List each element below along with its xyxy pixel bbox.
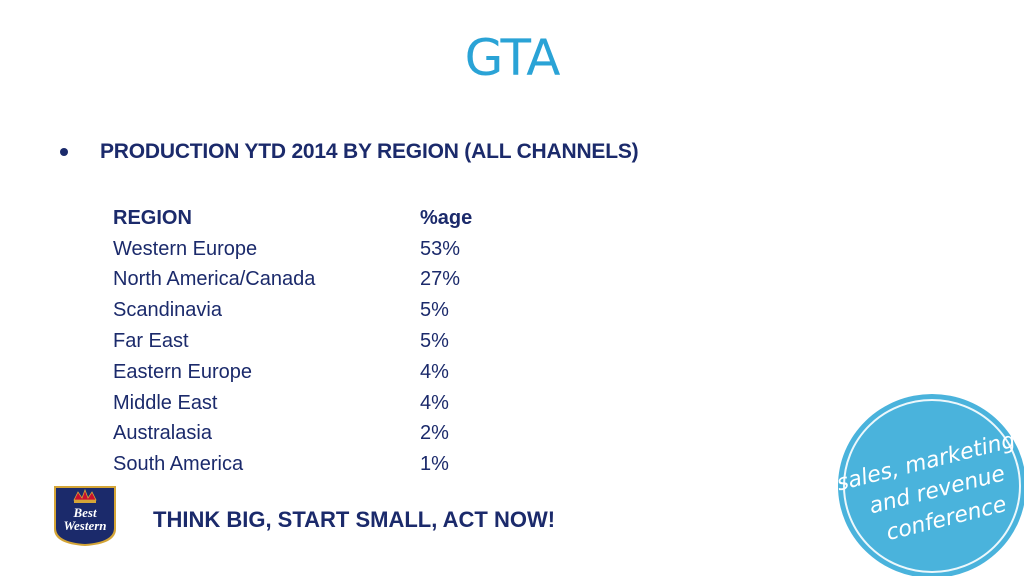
- table-row: Australasia 2%: [113, 419, 533, 450]
- logo-line2: Western: [63, 518, 106, 533]
- region-name: North America/Canada: [113, 268, 316, 291]
- slide-title: GTA: [464, 29, 561, 87]
- region-name: Western Europe: [113, 237, 258, 260]
- table-row: Eastern Europe 4%: [113, 357, 533, 388]
- region-name: Australasia: [113, 422, 212, 445]
- region-name: Far East: [113, 330, 189, 353]
- table-row: Middle East 4%: [113, 388, 533, 419]
- conference-badge: sales, marketing and revenue conference: [834, 394, 1024, 576]
- table-row: Western Europe 53%: [113, 234, 533, 265]
- bullet-point: PRODUCTION YTD 2014 BY REGION (ALL CHANN…: [60, 138, 639, 166]
- table-row: South America 1%: [113, 449, 533, 480]
- region-percentage: 1%: [420, 453, 449, 476]
- table-row: Far East 5%: [113, 326, 533, 357]
- region-table: REGION %age Western Europe 53% North Ame…: [113, 203, 533, 480]
- logo-line1: Best: [72, 505, 97, 520]
- header-percentage: %age: [420, 206, 473, 229]
- region-percentage: 4%: [420, 360, 449, 383]
- header-region: REGION: [113, 206, 192, 229]
- region-percentage: 2%: [420, 422, 449, 445]
- best-western-logo: Best Western: [54, 486, 116, 546]
- region-name: Middle East: [113, 391, 218, 414]
- region-name: South America: [113, 453, 244, 476]
- region-percentage: 27%: [420, 268, 461, 291]
- region-name: Eastern Europe: [113, 360, 252, 383]
- region-percentage: 5%: [420, 330, 449, 353]
- bullet-icon: [60, 148, 68, 156]
- table-row: North America/Canada 27%: [113, 265, 533, 296]
- bullet-text: PRODUCTION YTD 2014 BY REGION (ALL CHANN…: [100, 140, 639, 163]
- table-header-row: REGION %age: [113, 203, 533, 234]
- region-name: Scandinavia: [113, 299, 222, 322]
- region-percentage: 4%: [420, 391, 449, 414]
- region-percentage: 5%: [420, 299, 449, 322]
- table-row: Scandinavia 5%: [113, 295, 533, 326]
- region-percentage: 53%: [420, 237, 461, 260]
- tagline: THINK BIG, START SMALL, ACT NOW!: [153, 507, 556, 532]
